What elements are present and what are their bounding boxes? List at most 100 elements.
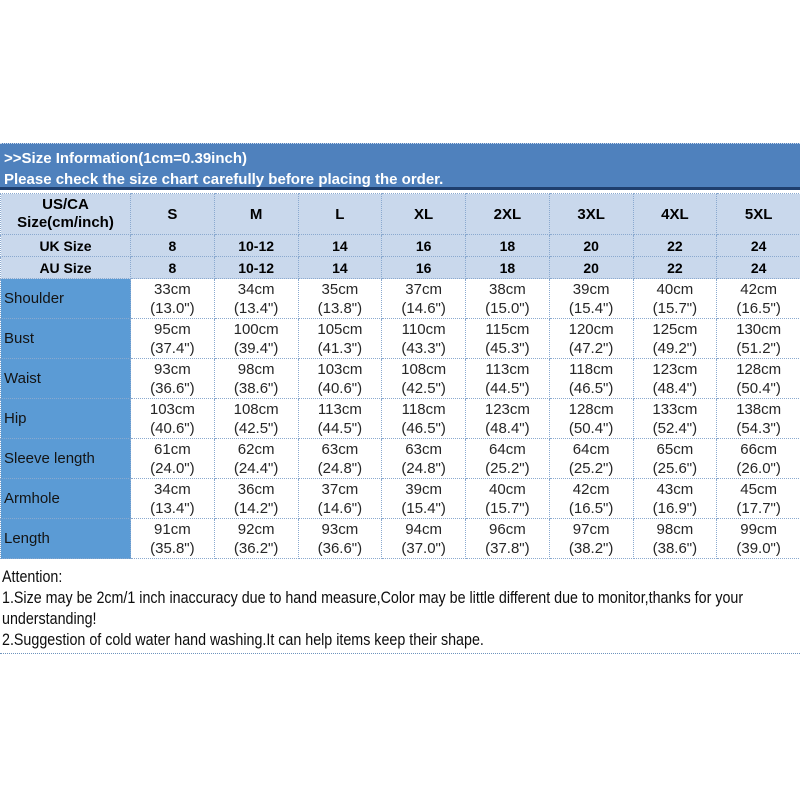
measurement-inch: (25.2") [485,459,530,477]
measurement-inch: (49.2") [652,339,698,357]
measurement-cell: 34cm (13.4") [213,278,299,319]
measurement-cell: 91cm (35.8") [130,518,215,559]
banner-title: >>Size Information(1cm=0.39inch) [4,150,247,167]
measurement-cm: 91cm [154,520,191,538]
measurement-cm: 33cm [154,280,191,298]
measurement-cm: 65cm [656,440,694,458]
measurement-cm: 123cm [652,360,698,378]
au-size-value: 18 [465,256,550,279]
size-info-banner: >>Size Information(1cm=0.39inch) Please … [0,143,800,190]
measurement-cell: 108cm (42.5") [381,358,466,399]
size-header-row: US/CA Size(cm/inch) S M L XL 2XL 3XL 4XL 5XL [0,193,800,235]
uk-size-value: 22 [632,234,718,257]
size-table: US/CA Size(cm/inch) S M L XL 2XL 3XL 4XL 5XL UK… [0,193,800,559]
measurement-cm: 39cm [572,280,610,298]
measurement-label: Shoulder [0,278,131,319]
size-column-header: L [297,193,383,235]
measurement-inch: (15.4") [568,299,614,317]
measurement-inch: (16.5") [568,499,614,517]
measurement-inch: (14.6") [401,299,446,317]
measurement-cell: 40cm (15.7") [632,278,718,319]
au-size-label: AU Size [0,256,131,279]
measurement-cell: 39cm (15.4") [548,278,634,319]
size-column-header: 3XL [548,193,634,235]
uk-size-label: UK Size [0,234,131,257]
measurement-label: Armhole [0,478,131,519]
measurement-inch: (44.5") [485,379,530,397]
measurement-cm: 103cm [149,400,195,418]
measurement-row: Shoulder 33cm (13.0") 34cm (13.4") 35cm (13.8"… [0,278,800,319]
measurement-inch: (16.9") [652,499,698,517]
au-size-value: 24 [716,256,800,279]
uk-size-row: UK Size 8 10-12 14 16 18 20 22 24 [0,234,800,257]
measurement-cell: 61cm (24.0") [130,438,215,479]
measurement-cm: 113cm [317,400,362,418]
measurement-cm: 128cm [736,360,782,378]
measurement-cell: 130cm (51.2") [716,318,800,359]
uk-size-value: 24 [716,234,800,257]
measurement-cm: 99cm [740,520,777,538]
uk-size-value: 16 [381,234,466,257]
measurement-inch: (46.5") [401,419,446,437]
measurement-cm: 64cm [572,440,610,458]
measurement-cm: 120cm [568,320,614,338]
measurement-inch: (41.3") [317,339,363,357]
measurement-label: Hip [0,398,131,439]
size-column-header: M [213,193,299,235]
measurement-cm: 42cm [740,280,777,298]
measurement-cell: 100cm (39.4") [213,318,299,359]
measurement-row: Bust 95cm (37.4") 100cm (39.4") 105cm (41.3") 1… [0,318,800,359]
measurement-cm: 100cm [233,320,279,338]
measurement-inch: (24.0") [150,459,195,477]
measurement-cm: 108cm [233,400,279,418]
attention-note-2: 2.Suggestion of cold water hand washing.… [2,630,484,649]
measurement-cell: 93cm (36.6") [130,358,215,399]
measurement-cm: 138cm [736,400,782,418]
size-column-header: 4XL [632,193,718,235]
measurement-inch: (42.5") [233,419,279,437]
measurement-cm: 63cm [405,440,442,458]
measurement-cell: 110cm (43.3") [381,318,466,359]
measurement-cell: 37cm (14.6") [297,478,383,519]
measurement-cm: 125cm [652,320,698,338]
measurement-inch: (15.7") [485,499,530,517]
attention-note-1: 1.Size may be 2cm/1 inch inaccuracy due … [2,588,744,628]
measurement-cm: 118cm [569,360,614,378]
au-size-row: AU Size 8 10-12 14 16 18 20 22 24 [0,256,800,279]
attention-title: Attention: [2,567,63,586]
measurement-row: Hip 103cm (40.6") 108cm (42.5") 113cm (44.5") 1… [0,398,800,439]
measurement-cell: 98cm (38.6") [632,518,718,559]
measurement-cm: 123cm [484,400,530,418]
measurement-cell: 115cm (45.3") [465,318,550,359]
measurement-inch: (26.0") [736,459,781,477]
measurement-label: Length [0,518,131,559]
measurement-cm: 43cm [656,480,694,498]
measurement-cell: 97cm (38.2") [548,518,634,559]
measurement-cell: 65cm (25.6") [632,438,718,479]
measurement-inch: (37.4") [150,339,195,357]
size-column-header: S [130,193,215,235]
measurement-cm: 62cm [237,440,275,458]
measurement-cell: 36cm (14.2") [213,478,299,519]
measurement-cm: 36cm [237,480,275,498]
size-column-header: 5XL [716,193,800,235]
measurement-cell: 43cm (16.9") [632,478,718,519]
measurement-cm: 66cm [740,440,777,458]
corner-header-line2: Size(cm/inch) [17,214,114,231]
measurement-cell: 64cm (25.2") [548,438,634,479]
measurement-cm: 92cm [237,520,275,538]
measurement-inch: (37.8") [485,539,530,557]
uk-size-value: 10-12 [213,234,299,257]
measurement-cell: 35cm (13.8") [297,278,383,319]
measurement-inch: (47.2") [568,339,614,357]
measurement-inch: (13.0") [150,299,195,317]
measurement-cm: 38cm [489,280,526,298]
measurement-cell: 133cm (52.4") [632,398,718,439]
au-size-value: 10-12 [213,256,299,279]
measurement-inch: (40.6") [317,379,363,397]
measurement-cm: 93cm [154,360,191,378]
measurement-cell: 39cm (15.4") [381,478,466,519]
measurement-inch: (25.6") [652,459,698,477]
measurement-cell: 66cm (26.0") [716,438,800,479]
measurement-cm: 103cm [317,360,363,378]
